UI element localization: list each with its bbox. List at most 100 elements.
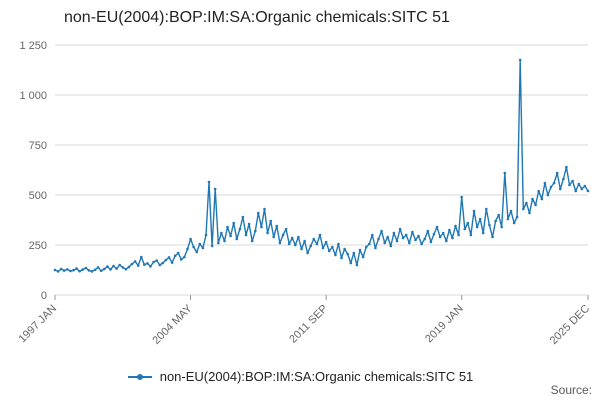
data-point (247, 222, 251, 226)
data-point (438, 235, 442, 239)
data-point (355, 263, 359, 267)
data-point (364, 245, 368, 249)
data-point (552, 181, 556, 185)
data-point (404, 233, 408, 237)
data-point (331, 245, 334, 249)
data-point (485, 207, 488, 211)
data-point (509, 209, 513, 213)
data-point (374, 246, 377, 250)
data-point (586, 189, 590, 193)
data-point (417, 234, 420, 238)
data-point (241, 215, 245, 219)
data-point (180, 258, 183, 261)
data-point (260, 225, 263, 229)
data-point (451, 236, 454, 240)
data-point (146, 262, 149, 265)
data-point (115, 267, 118, 270)
data-point (371, 233, 374, 237)
data-point (469, 233, 473, 237)
data-point (515, 215, 519, 219)
data-point (254, 229, 257, 233)
data-point (201, 246, 205, 250)
data-point (223, 239, 226, 243)
data-point (562, 177, 565, 181)
data-point (136, 264, 140, 267)
data-point (540, 197, 544, 201)
data-point (170, 261, 174, 264)
data-point (121, 266, 125, 269)
data-point (472, 209, 476, 213)
data-point (257, 211, 260, 215)
data-point (235, 237, 239, 241)
data-point (161, 261, 165, 265)
y-tick-label: 0 (41, 290, 47, 302)
data-point (475, 225, 479, 229)
data-point (386, 235, 390, 239)
data-point (149, 265, 152, 268)
data-point (195, 250, 198, 254)
data-point (244, 233, 248, 237)
data-point (349, 261, 353, 265)
data-point (189, 237, 192, 241)
data-point (118, 263, 121, 267)
data-point (269, 219, 273, 223)
data-point (84, 266, 88, 270)
data-point (503, 171, 507, 175)
data-point (395, 239, 399, 243)
data-point (478, 217, 482, 221)
x-tick-label: 2025 DEC (548, 303, 592, 345)
data-point (198, 242, 202, 246)
data-point (324, 240, 328, 244)
data-point (398, 227, 402, 231)
data-point (368, 242, 371, 246)
data-point (571, 179, 574, 183)
data-point (466, 221, 470, 225)
data-point (534, 203, 537, 207)
data-point (127, 265, 131, 269)
data-point (143, 263, 146, 266)
data-point (275, 224, 279, 228)
data-point (106, 265, 109, 268)
data-point (383, 241, 387, 245)
data-point (457, 233, 460, 237)
data-point (463, 227, 467, 231)
data-point (454, 224, 457, 228)
data-point (343, 247, 346, 251)
data-point (278, 241, 282, 245)
data-point (263, 207, 266, 211)
data-point (491, 235, 494, 239)
line-chart: 0 250 500 750 1 000 1 250 1997 JAN 2004 MAY 2011… (16, 40, 592, 345)
data-point (525, 201, 528, 205)
data-point (518, 58, 522, 62)
data-point (213, 187, 217, 191)
data-point (334, 253, 337, 257)
x-tick-label: 2019 JAN (423, 303, 466, 345)
data-point (537, 189, 540, 193)
y-tick-label: 500 (29, 190, 47, 202)
data-point (158, 263, 162, 267)
data-point (565, 165, 568, 169)
data-point (62, 269, 66, 272)
data-point (549, 185, 553, 189)
data-point (217, 241, 220, 245)
data-point (109, 268, 112, 271)
data-point (488, 223, 491, 227)
data-point (306, 251, 309, 255)
data-point (192, 245, 195, 249)
data-point (176, 251, 180, 255)
data-point (72, 268, 75, 272)
data-point (290, 236, 294, 240)
data-point (543, 181, 547, 185)
data-point (204, 233, 208, 237)
data-point (411, 230, 414, 234)
data-point (528, 211, 531, 215)
data-point (435, 225, 439, 229)
data-point (555, 171, 559, 175)
data-point (380, 229, 383, 233)
data-point (186, 247, 189, 251)
data-point (164, 258, 168, 262)
data-point (315, 242, 319, 246)
data-point (90, 270, 94, 273)
source-label: Source: (550, 383, 592, 397)
data-point (284, 227, 288, 231)
